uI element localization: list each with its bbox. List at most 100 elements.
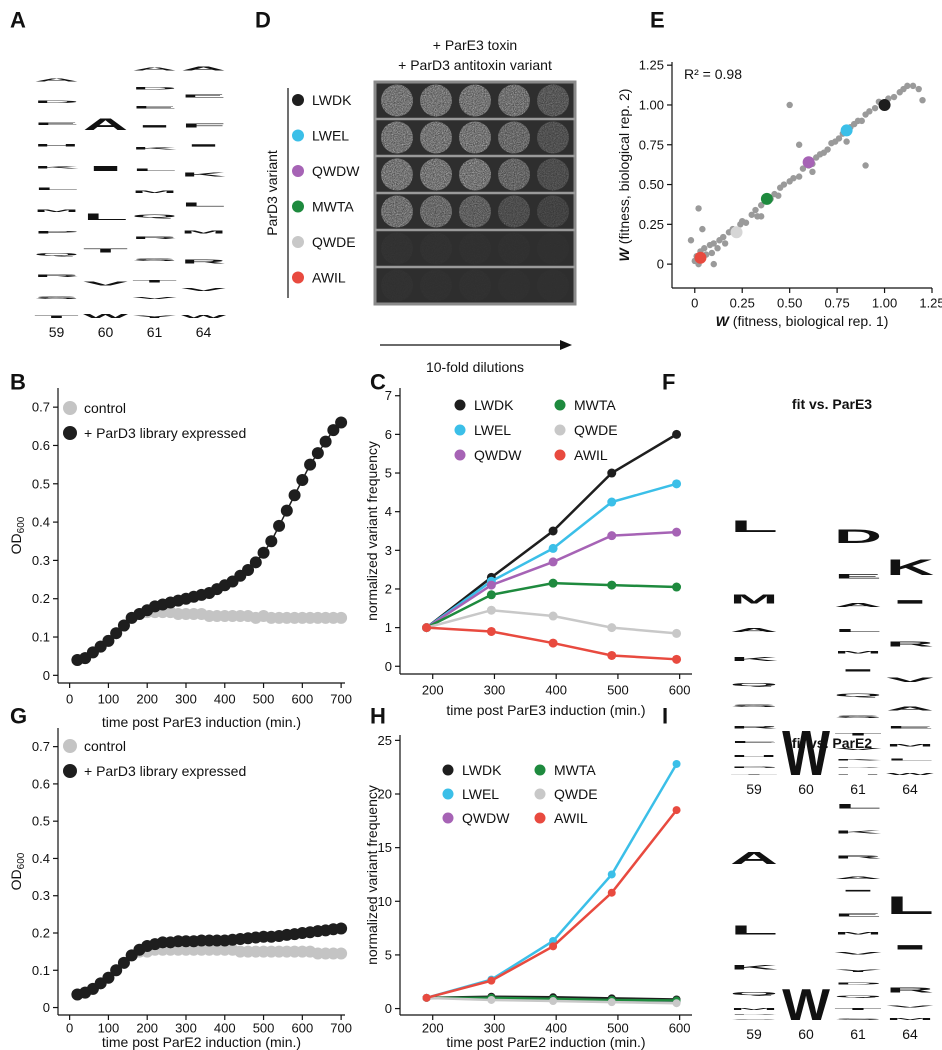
x-tick-label: 100 — [98, 692, 120, 707]
logo-letter: W — [782, 717, 831, 789]
logo-letter: T — [132, 279, 178, 283]
marker — [607, 650, 617, 660]
scatter-point — [710, 240, 717, 247]
y-tick-label: 0.6 — [32, 776, 50, 791]
marker — [672, 429, 682, 439]
x-tick-label: 0 — [66, 1021, 73, 1036]
legend-marker — [534, 764, 546, 776]
x-tick-label: 0.25 — [730, 296, 755, 311]
legend-marker — [554, 424, 566, 436]
logo-letter: Y — [834, 969, 887, 973]
colony-spot — [537, 195, 569, 228]
logo-letter: I — [181, 144, 226, 148]
y-tick-label: 0 — [657, 257, 664, 272]
assay-header: + ParD3 antitoxin variant — [398, 57, 552, 73]
logo-letter: R — [730, 725, 778, 729]
legend-label: MWTA — [554, 762, 596, 778]
assay-header: + ParE3 toxin — [433, 37, 517, 53]
scatter-point — [742, 219, 750, 226]
colony-spot — [381, 232, 413, 265]
logo-letter: R — [834, 767, 884, 768]
logo-letter: I — [83, 165, 129, 173]
y-axis-label: OD600 — [8, 516, 27, 554]
y-tick-label: 0.7 — [32, 739, 50, 754]
annotation: R² = 0.98 — [684, 66, 742, 82]
logo-letter: H — [34, 143, 80, 147]
position-label: 61 — [850, 781, 866, 797]
colony-spot — [381, 269, 413, 302]
marker — [273, 519, 286, 532]
axis-label-text: normalized variant frequency — [364, 785, 380, 965]
marker — [548, 611, 558, 621]
scatter-point — [835, 135, 843, 142]
axis-label-text: OD — [8, 533, 24, 554]
logo-letter: R — [181, 259, 226, 265]
panel-label: H — [370, 704, 386, 729]
scatter-point — [695, 205, 702, 212]
colony-spot — [498, 84, 530, 117]
scatter-point — [862, 162, 869, 169]
legend-label: + ParD3 library expressed — [84, 425, 246, 441]
logo-letter: A — [730, 849, 778, 868]
y-tick-label: 10 — [378, 894, 392, 909]
scatter-point — [795, 141, 803, 148]
y-axis-label: normalized variant frequency — [364, 441, 380, 621]
logo-letter: W — [83, 313, 130, 319]
logo-letter: Y — [132, 315, 182, 319]
axis-symbol: W — [616, 246, 632, 261]
logo-letter: W — [181, 314, 230, 319]
logo-letter: T — [730, 774, 781, 775]
y-tick-label: 0.50 — [639, 177, 664, 192]
y-tick-label: 6 — [385, 427, 392, 442]
x-axis-label: time post ParE3 induction (min.) — [446, 702, 645, 718]
panel-label: D — [255, 8, 271, 33]
scatter-point — [721, 240, 729, 247]
marker — [102, 971, 115, 984]
marker — [335, 611, 348, 624]
highlight-point — [730, 226, 743, 239]
position-label: 61 — [850, 1026, 866, 1042]
scatter-point — [843, 138, 850, 145]
position-label: 60 — [798, 1026, 814, 1042]
x-axis-label: time post ParE2 induction (min.) — [446, 1034, 645, 1050]
scatter-point — [799, 165, 807, 172]
logo-letter: Q — [730, 682, 781, 687]
x-tick-label: 200 — [422, 1021, 444, 1036]
logo-letter: M — [730, 592, 778, 607]
logo-letter: A — [83, 116, 128, 135]
y-tick-label: 7 — [385, 388, 392, 403]
highlight-point — [760, 192, 773, 205]
assay-x-label: 10-fold dilutions — [426, 359, 524, 375]
series-line — [425, 482, 677, 629]
logo-letter: A — [730, 628, 778, 634]
x-tick-label: 500 — [253, 692, 275, 707]
logo-letter: R — [132, 236, 178, 240]
logo-letter: M — [834, 650, 882, 654]
scatter-point — [904, 82, 911, 90]
logo-letter: L — [34, 187, 80, 191]
y-tick-label: 0.1 — [32, 630, 50, 645]
marker — [487, 995, 496, 1004]
marker — [486, 626, 496, 636]
logo-letter: S — [834, 1018, 882, 1020]
position-label: 59 — [49, 324, 65, 340]
y-tick-label: 0.5 — [32, 476, 50, 491]
logo-letter: E — [730, 741, 778, 744]
x-tick-label: 1.00 — [872, 296, 897, 311]
scatter-point — [871, 104, 879, 112]
variant-marker — [292, 271, 304, 284]
logo-letter: T — [34, 315, 81, 319]
marker — [548, 578, 558, 588]
marker — [265, 535, 278, 548]
marker — [288, 489, 301, 502]
colony-spot — [381, 84, 413, 117]
y-tick-label: 25 — [378, 733, 392, 748]
legend-label: LWDK — [474, 397, 514, 413]
y-tick-label: 0.1 — [32, 963, 50, 978]
colony-spot — [498, 270, 530, 302]
variant-marker — [292, 94, 304, 106]
colony-spot — [459, 121, 491, 154]
marker — [110, 627, 123, 640]
logo-letter: T — [83, 248, 134, 254]
